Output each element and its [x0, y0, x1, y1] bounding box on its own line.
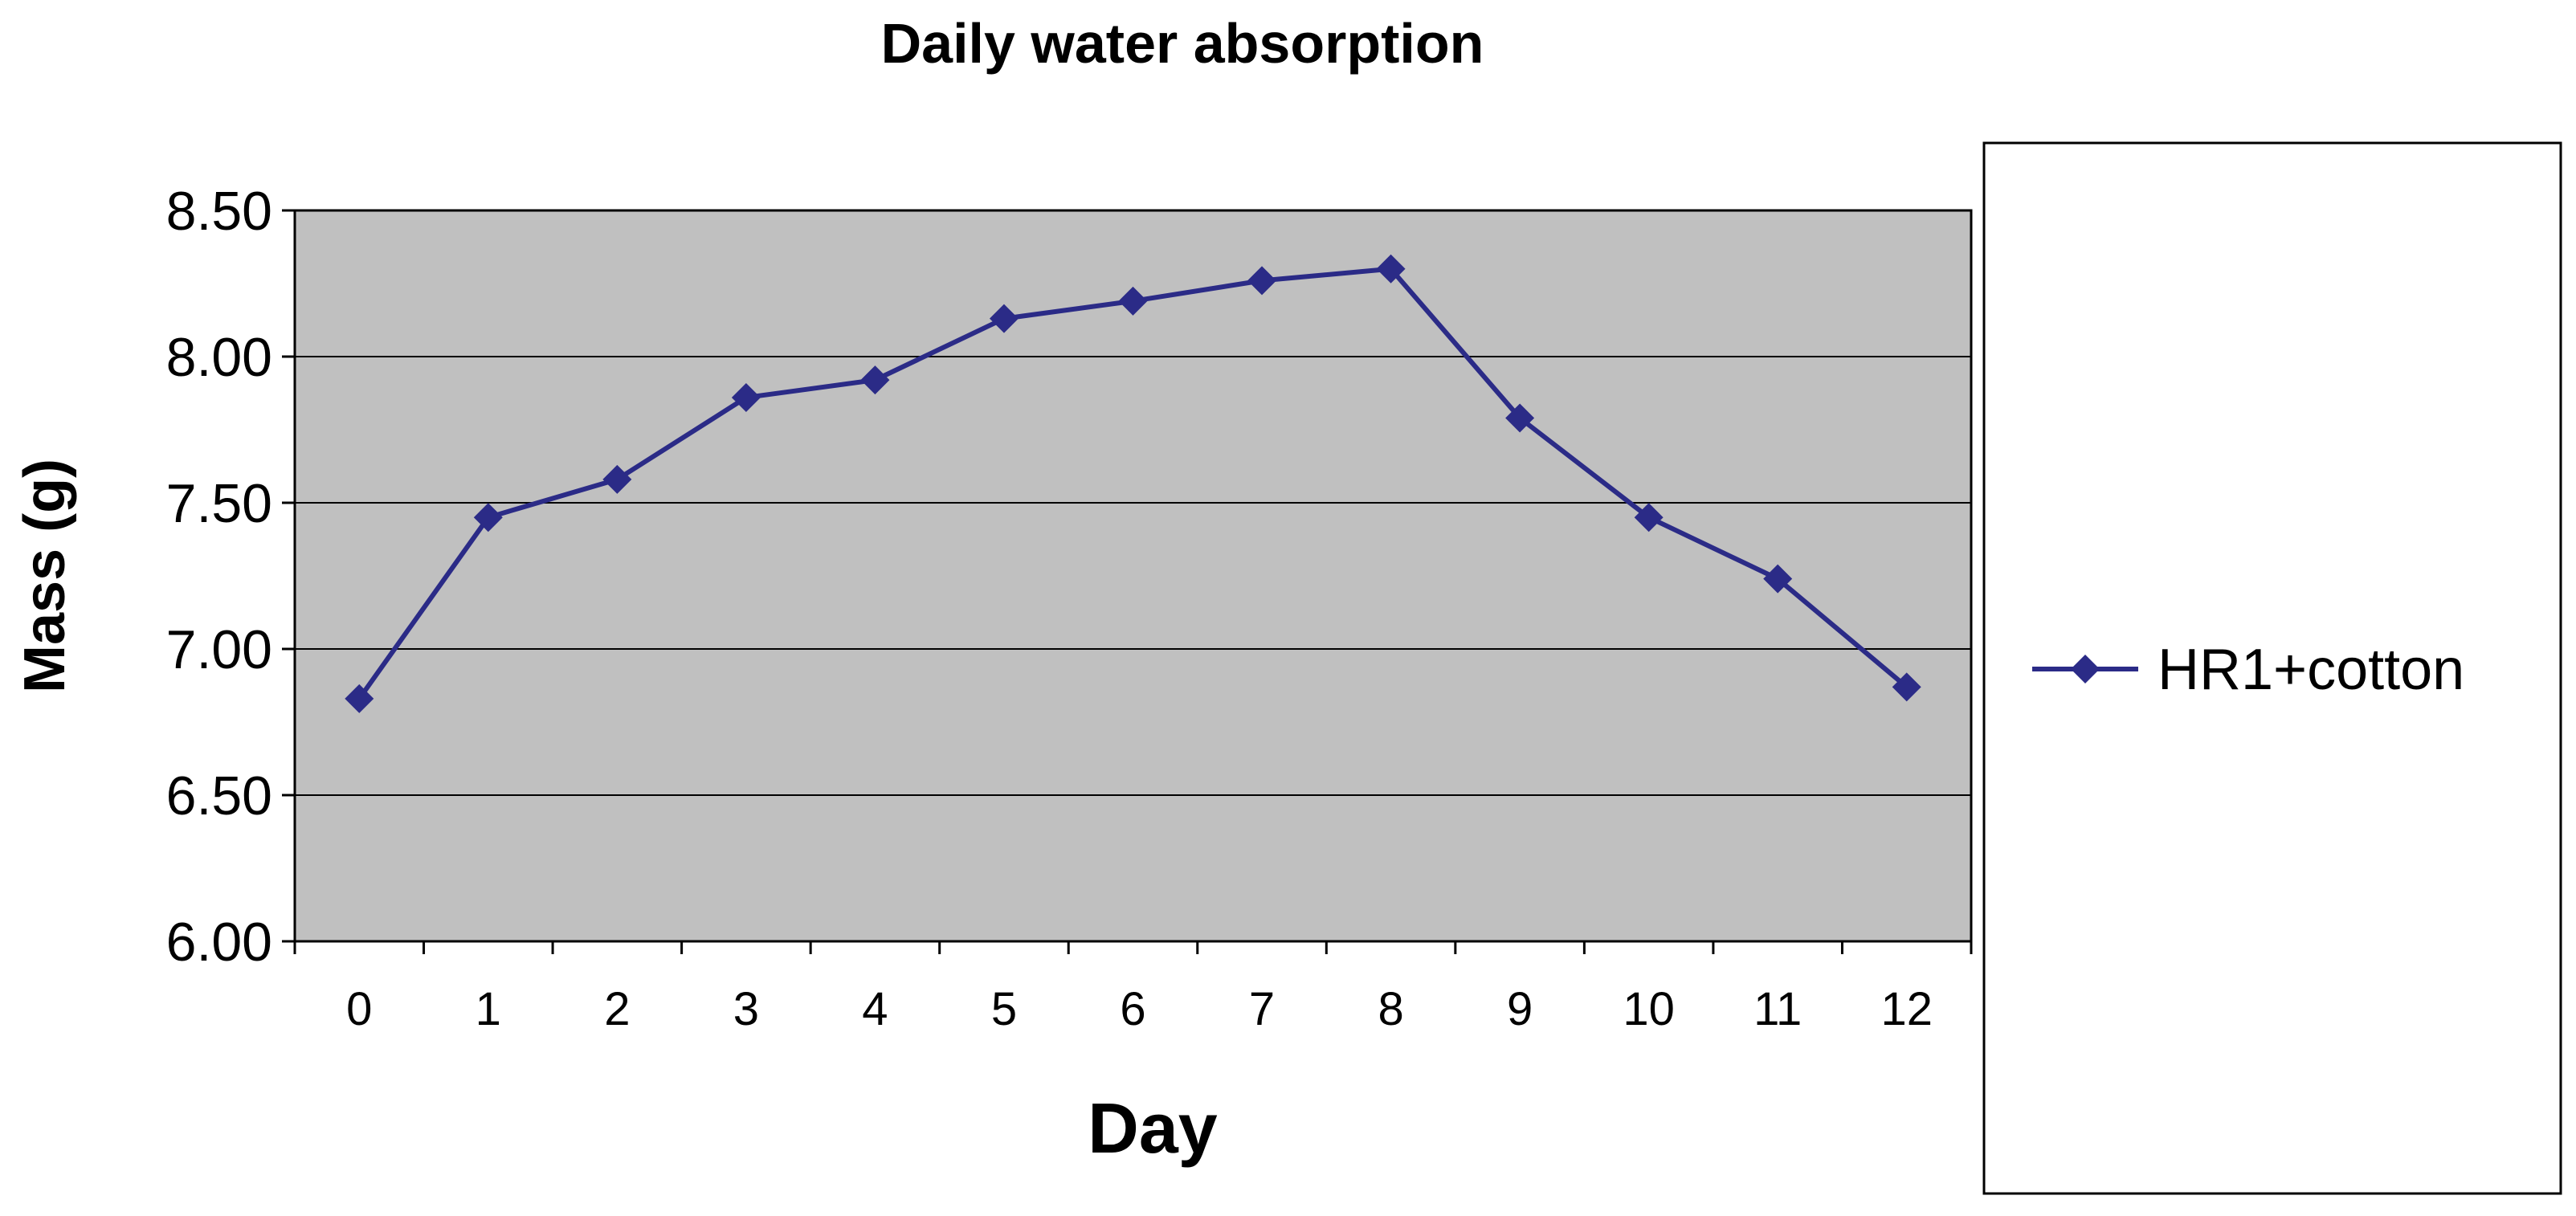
data-point	[989, 304, 1019, 333]
y-tick-label: 6.50	[166, 765, 272, 826]
x-tick-label: 11	[1753, 983, 1802, 1035]
legend-diamond-marker	[2071, 655, 2100, 683]
x-tick-label: 12	[1880, 983, 1933, 1035]
legend: HR1+cotton	[1982, 141, 2562, 1195]
x-tick-label: 4	[862, 983, 888, 1035]
x-tick-label: 7	[1249, 983, 1275, 1035]
data-point	[473, 503, 503, 533]
y-tick-labels: 6.00 6.50 7.00 7.50 8.00 8.50	[166, 181, 272, 973]
y-tick-label: 6.00	[166, 912, 272, 973]
y-tick-label: 8.50	[166, 181, 272, 242]
data-point	[1763, 564, 1793, 594]
data-point	[1634, 503, 1664, 533]
data-point	[1892, 672, 1921, 702]
data-point	[345, 683, 374, 713]
data-point	[1118, 286, 1148, 316]
y-tick-label: 7.50	[166, 473, 272, 534]
x-tick-label: 6	[1120, 983, 1145, 1035]
x-tick-label: 9	[1507, 983, 1533, 1035]
y-tick-label: 7.00	[166, 619, 272, 680]
x-tick-label: 3	[733, 983, 759, 1035]
y-axis-label: Mass (g)	[13, 459, 77, 693]
y-tick-label: 8.00	[166, 327, 272, 388]
x-tick-labels: 0 1 2 3 4 5 6 7 8 9 10 11 12	[346, 983, 1933, 1035]
x-tick-label: 10	[1623, 983, 1675, 1035]
plot-area	[293, 209, 1973, 943]
x-tick-label: 0	[346, 983, 372, 1035]
data-point	[602, 464, 632, 494]
x-tick-label: 1	[476, 983, 501, 1035]
x-axis-label: Day	[1088, 1088, 1217, 1168]
data-point	[1247, 266, 1277, 296]
chart-title: Daily water absorption	[881, 12, 1484, 75]
data-point	[731, 382, 761, 412]
x-tick-label: 2	[604, 983, 630, 1035]
axes	[282, 209, 1973, 954]
data-point	[1376, 254, 1406, 284]
x-tick-label: 5	[991, 983, 1017, 1035]
legend-label-hr1-cotton: HR1+cotton	[2158, 638, 2464, 702]
x-tick-label: 8	[1378, 983, 1403, 1035]
data-point	[1505, 403, 1535, 433]
gridlines	[295, 356, 1971, 796]
data-point	[860, 365, 890, 395]
series-hr1-cotton	[345, 254, 1921, 713]
